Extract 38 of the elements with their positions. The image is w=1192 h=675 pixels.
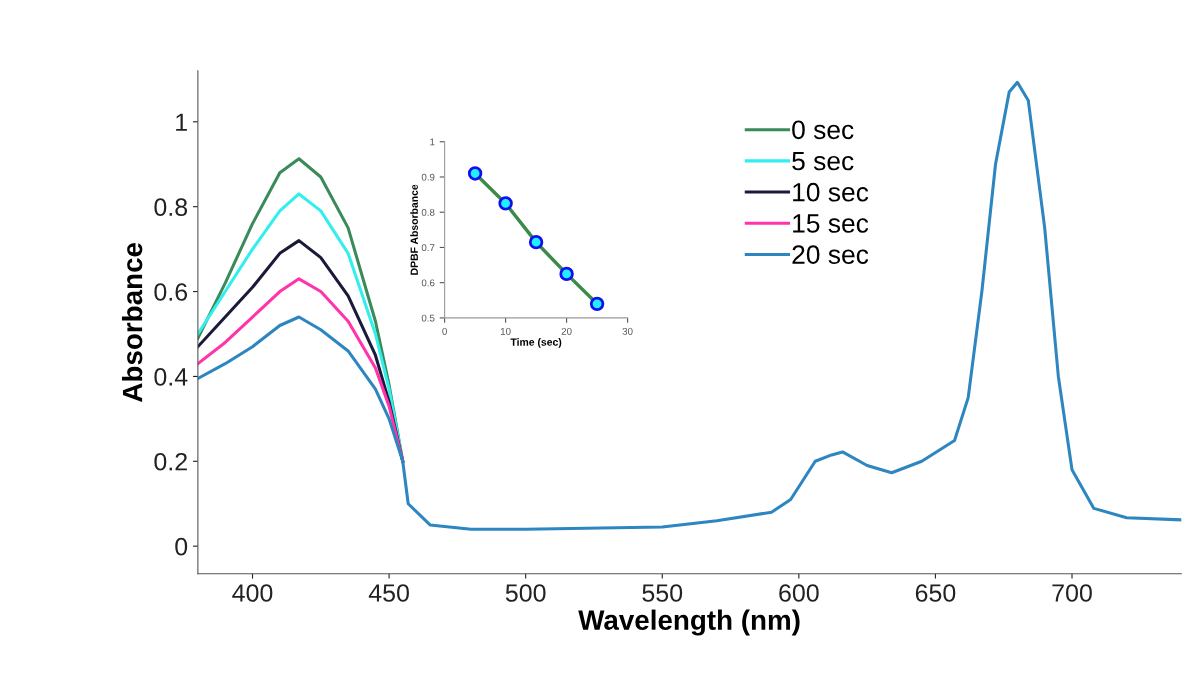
point [589,296,605,312]
y-tick-label: 0.6 [421,279,435,287]
x-tick-label: 30 [622,327,633,335]
x-tick-label: 400 [232,584,273,602]
y-tick-label: 0.7 [421,244,435,252]
x-tick-label: 20 [561,327,572,335]
legend-label: 10 sec [793,182,869,202]
point [559,266,574,282]
y-tick-label: 0.8 [154,198,188,216]
y-tick-label: 0 [175,537,188,556]
y-tick-label: 1 [176,113,187,131]
x-tick-label: 0 [442,327,447,335]
x-tick-label: 500 [505,584,546,602]
x-tick-label: 700 [1052,584,1092,602]
y-tick-label: 0.2 [154,452,187,471]
point [528,234,544,250]
y-tick-label: 0.8 [421,208,435,216]
x-tick-label: 600 [779,584,819,602]
y-tick-label: 0.4 [154,368,188,386]
y-tick-label: 0.6 [154,283,188,301]
legend-label: 0 sec [792,120,854,140]
x-tick-label: 10 [500,327,511,335]
line-series [197,80,1182,531]
x-axis-title: Time (sec) [510,338,562,348]
legend-label: 20 sec [792,245,869,264]
y-axis-title: Absorbance [121,242,143,402]
legend-label: 5 sec [792,151,854,171]
y-tick-label: 1 [430,138,435,146]
y-tick-label: 0.9 [421,173,435,181]
x-tick-label: 650 [915,584,956,602]
y-axis-title: DPBF Absorbance [410,184,418,275]
x-tick-label: 550 [642,584,683,602]
x-axis-title: Wavelength (nm) [578,609,800,636]
point [467,166,483,181]
x-tick-label: 450 [368,584,409,602]
legend-label: 15 sec [793,214,869,233]
y-tick-label: 0.5 [421,314,435,322]
point [498,196,513,211]
